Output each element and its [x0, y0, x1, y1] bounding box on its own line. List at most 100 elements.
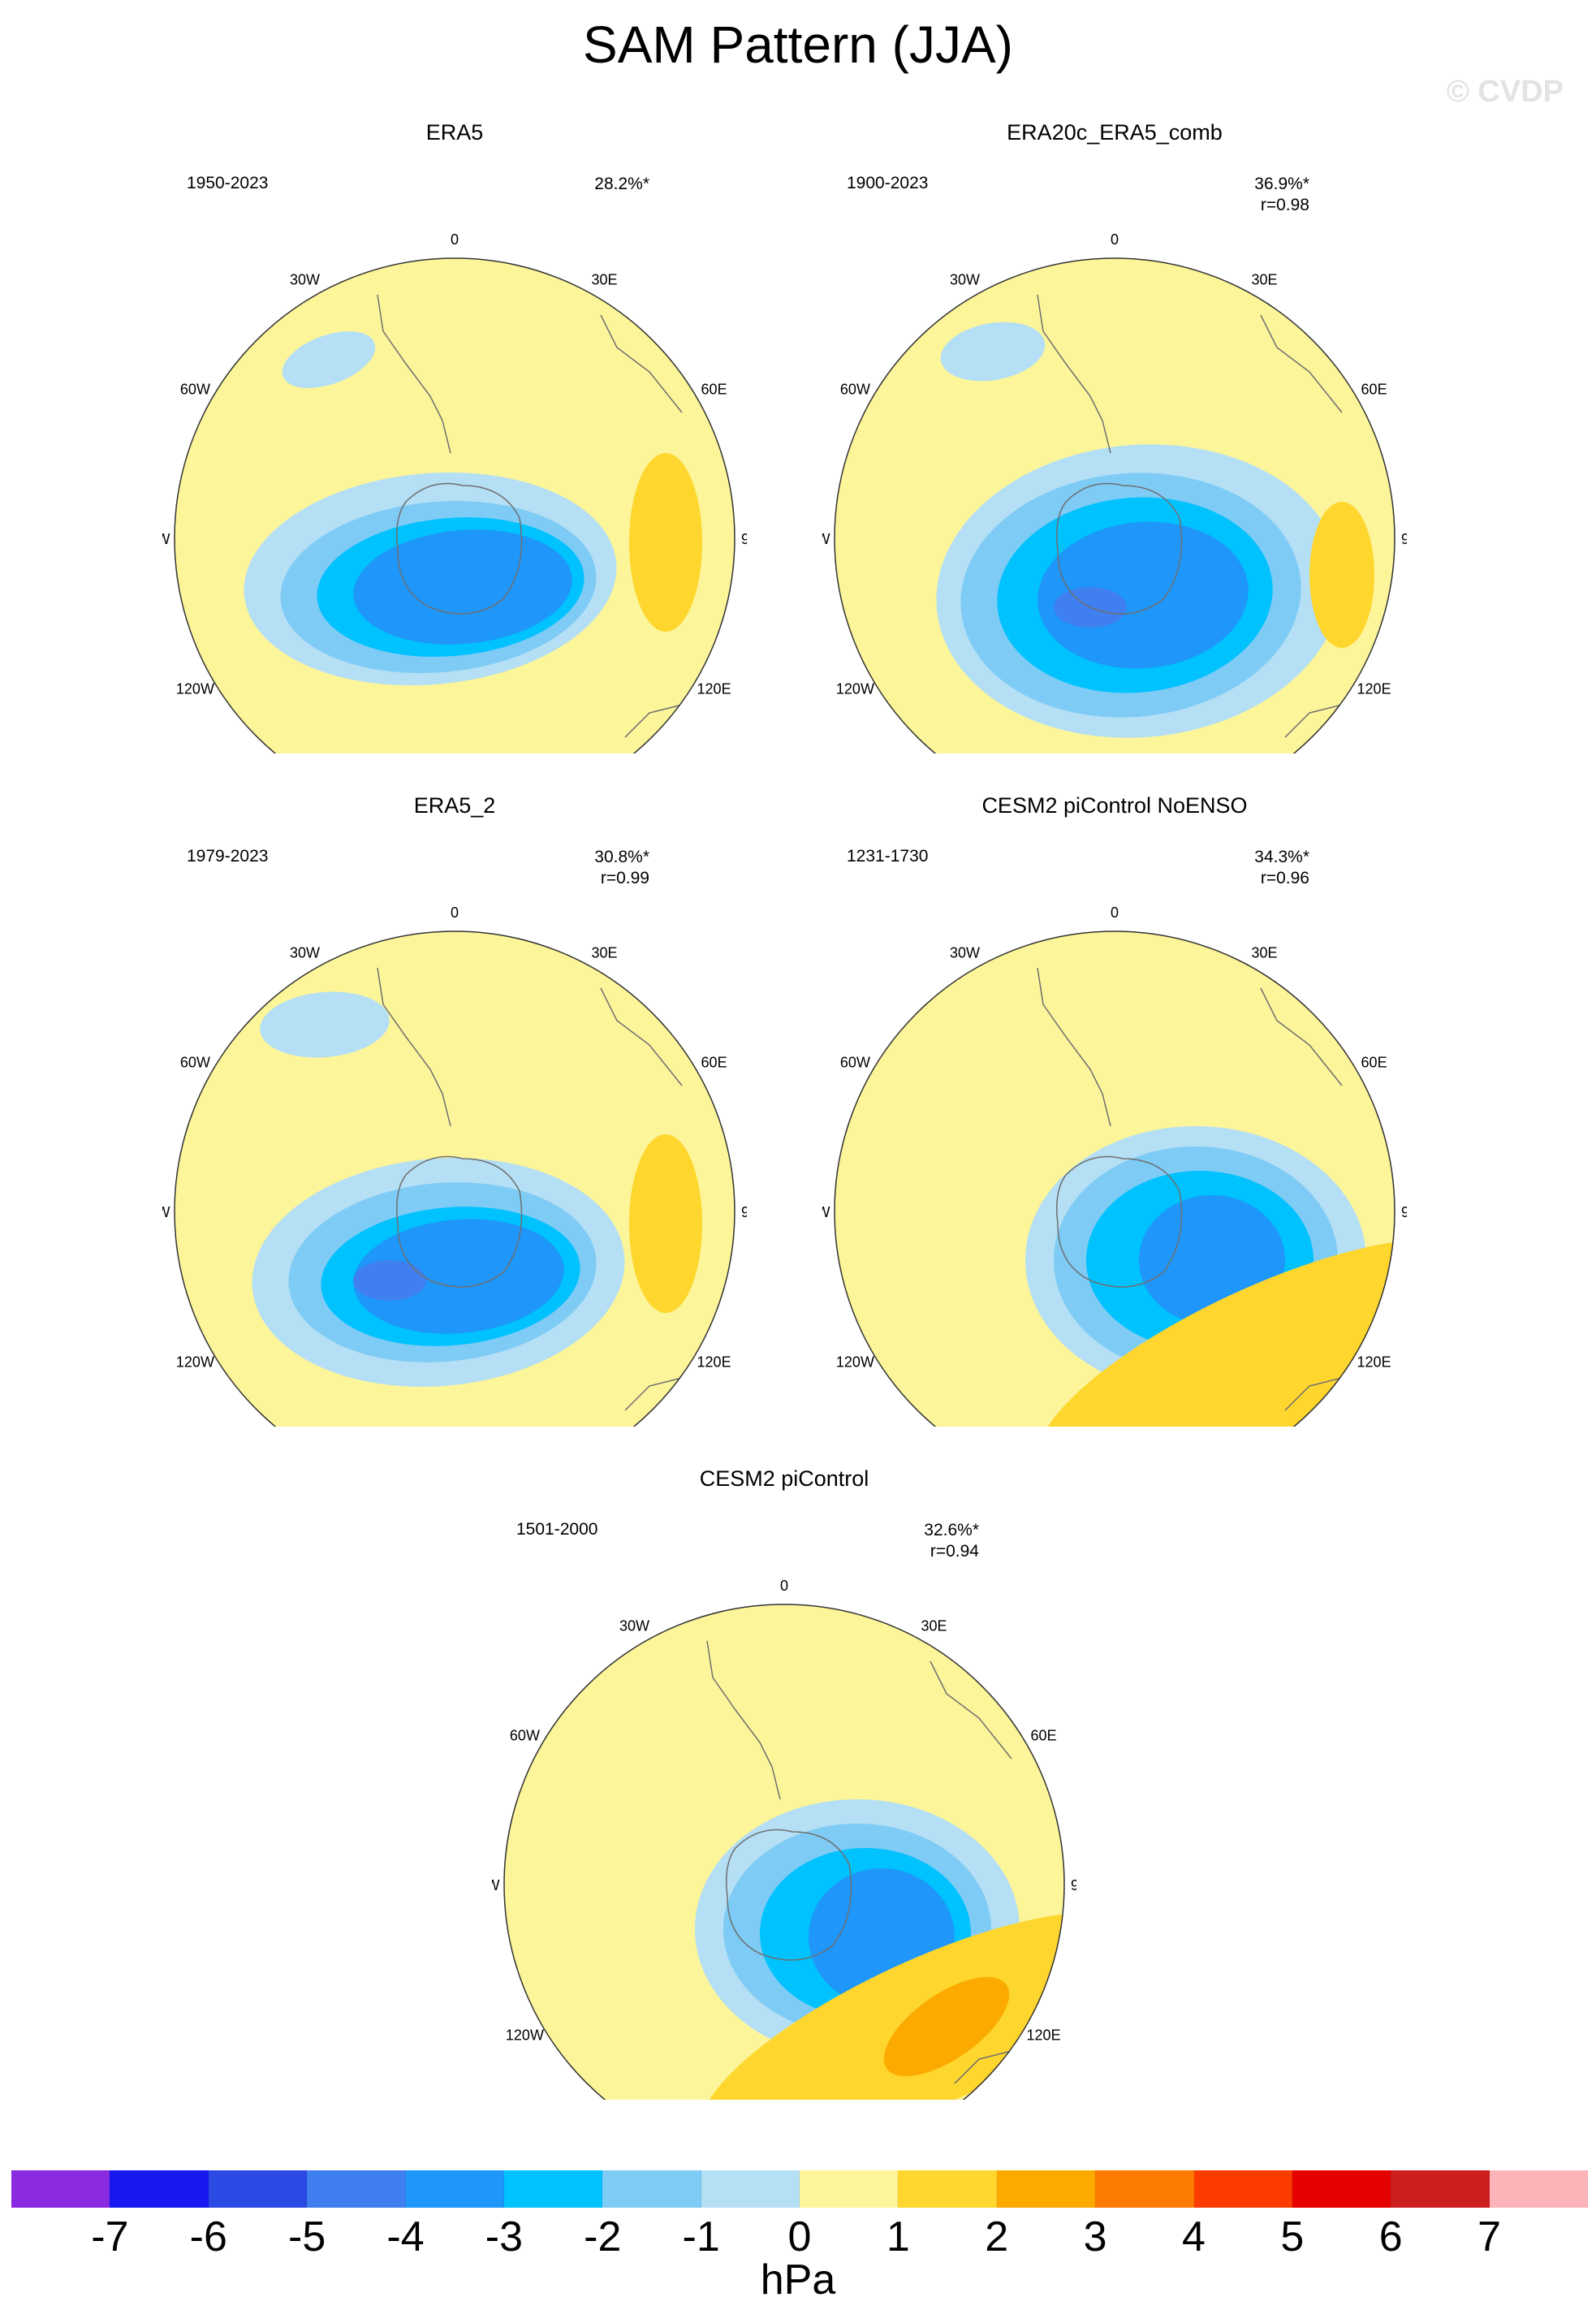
polar-map: 030E60E90E120E150E180150W120W90W60W30W — [822, 905, 1407, 1427]
colorbar-label: -4 — [386, 2213, 425, 2260]
longitude-label: 60W — [510, 1728, 540, 1744]
contour-region — [940, 322, 1046, 382]
longitude-label: 0 — [780, 1578, 788, 1594]
longitude-label: 60W — [840, 1055, 870, 1071]
polar-map: 030E60E90E120E150E180150W120W90W60W30W — [822, 231, 1407, 753]
coastline — [396, 482, 523, 615]
colorbar-swatch — [800, 2170, 899, 2208]
coastline — [377, 294, 451, 454]
colorbar-swatch — [405, 2170, 504, 2208]
longitude-label: 0 — [1111, 905, 1119, 921]
coastline — [600, 314, 683, 413]
panel-stats: 32.6%* r=0.94 — [924, 1521, 979, 1561]
longitude-label: 90W — [162, 531, 170, 547]
longitude-label: 30E — [591, 271, 617, 287]
coastline — [396, 1155, 523, 1288]
longitude-label: 0 — [451, 231, 459, 248]
polar-map: 030E60E90E120E150E180150W120W90W60W30W — [162, 905, 747, 1427]
longitude-label: 30W — [290, 271, 320, 287]
map-border — [174, 930, 735, 1427]
panel-stats: 36.9%* r=0.98 — [1254, 175, 1309, 214]
colorbar-swatch — [503, 2170, 603, 2208]
coastline — [1037, 967, 1111, 1127]
longitude-label: 30E — [1251, 944, 1277, 961]
contour-region — [260, 991, 390, 1058]
panel-years: 1979-2023 — [187, 847, 269, 866]
colorbar — [11, 2170, 1588, 2208]
coastline — [706, 1640, 781, 1800]
contour-region — [282, 331, 376, 388]
longitude-label: 90E — [741, 531, 747, 547]
map-panel-cesm2-noenso: CESM2 piControl NoENSO 1231-1730 34.3%* r… — [822, 793, 1407, 1427]
watermark: © CVDP — [1446, 75, 1564, 109]
coastline — [600, 987, 683, 1086]
colorbar-label: -2 — [584, 2213, 622, 2260]
colorbar-swatch — [11, 2170, 110, 2208]
panel-stats: 34.3%* r=0.96 — [1254, 848, 1309, 887]
longitude-label: 120W — [506, 2027, 544, 2044]
colorbar-label: 4 — [1182, 2213, 1206, 2260]
coastline — [930, 1660, 1012, 1759]
panel-years: 1501-2000 — [516, 1520, 598, 1539]
longitude-label: 60W — [180, 382, 210, 398]
coastline — [726, 1829, 852, 1961]
contour-region — [353, 1219, 564, 1334]
longitude-label: 120E — [1357, 1354, 1391, 1371]
longitude-label: 90W — [162, 1204, 170, 1220]
contour-region — [629, 1134, 702, 1313]
contour-region — [1309, 502, 1374, 648]
panel-title: ERA5_2 — [413, 793, 496, 818]
panel-years: 1900-2023 — [847, 174, 929, 192]
colorbar-swatch — [1391, 2170, 1490, 2208]
longitude-label: 30W — [619, 1617, 649, 1634]
panel-stats: 30.8%* r=0.99 — [594, 848, 649, 887]
contour-region — [353, 1260, 426, 1301]
longitude-label: 90E — [741, 1204, 747, 1220]
longitude-label: 30W — [290, 944, 320, 961]
colorbar-label: 5 — [1280, 2213, 1305, 2260]
longitude-label: 0 — [1111, 231, 1119, 248]
colorbar-label: -1 — [682, 2213, 720, 2260]
coastline — [1260, 987, 1343, 1086]
coastline — [1260, 314, 1343, 413]
longitude-label: 90W — [822, 531, 830, 547]
longitude-label: 90E — [1401, 531, 1407, 547]
contour-region — [883, 1976, 1010, 2077]
colorbar-swatch — [1489, 2170, 1588, 2208]
panel-title: ERA20c_ERA5_comb — [1007, 120, 1223, 145]
longitude-label: 120E — [697, 681, 731, 697]
map-border — [174, 257, 735, 753]
longitude-label: 0 — [451, 905, 459, 921]
colorbar-label: 7 — [1477, 2213, 1502, 2260]
panel-years: 1231-1730 — [847, 847, 929, 866]
colorbar-swatch — [701, 2170, 800, 2208]
map-border — [834, 930, 1395, 1427]
panel-years: 1950-2023 — [187, 174, 269, 192]
contour-region — [353, 529, 572, 645]
longitude-label: 60E — [1361, 1055, 1387, 1071]
map-panel-era5-2: ERA5_2 1979-2023 30.8%*r=0.99 0 30E 60E 90E… — [162, 793, 747, 1427]
colorbar-label: -3 — [485, 2213, 523, 2260]
longitude-label: 120E — [1027, 2027, 1061, 2044]
longitude-label: 90E — [1401, 1204, 1407, 1220]
longitude-label: 90W — [822, 1204, 830, 1220]
longitude-label: 120E — [1357, 681, 1391, 697]
colorbar-swatch — [1095, 2170, 1194, 2208]
colorbar-labels: -7 -6 -5 -4 -3 -2 -1 0 1 2 3 4 5 6 7 — [11, 2213, 1588, 2261]
colorbar-swatch — [1292, 2170, 1391, 2208]
longitude-label: 60E — [1031, 1728, 1057, 1744]
longitude-label: 60E — [701, 1055, 727, 1071]
colorbar-units: hPa — [760, 2256, 836, 2304]
map-panel-era20c: ERA20c_ERA5_comb 1900-2023 36.9%* r=0.98 … — [822, 120, 1407, 753]
colorbar-label: -5 — [288, 2213, 326, 2260]
colorbar-swatch — [602, 2170, 701, 2208]
map-panel-era5: ERA5 1950-2023 28.2%* 030E60E90E120E150E… — [162, 120, 747, 753]
coastline — [377, 967, 451, 1127]
longitude-label: 30W — [950, 271, 980, 287]
longitude-label: 60E — [701, 382, 727, 398]
longitude-label: 30E — [591, 944, 617, 961]
colorbar-label: -6 — [189, 2213, 227, 2260]
colorbar-label: 0 — [787, 2213, 812, 2260]
longitude-label: 60W — [180, 1055, 210, 1071]
colorbar-swatch — [996, 2170, 1096, 2208]
